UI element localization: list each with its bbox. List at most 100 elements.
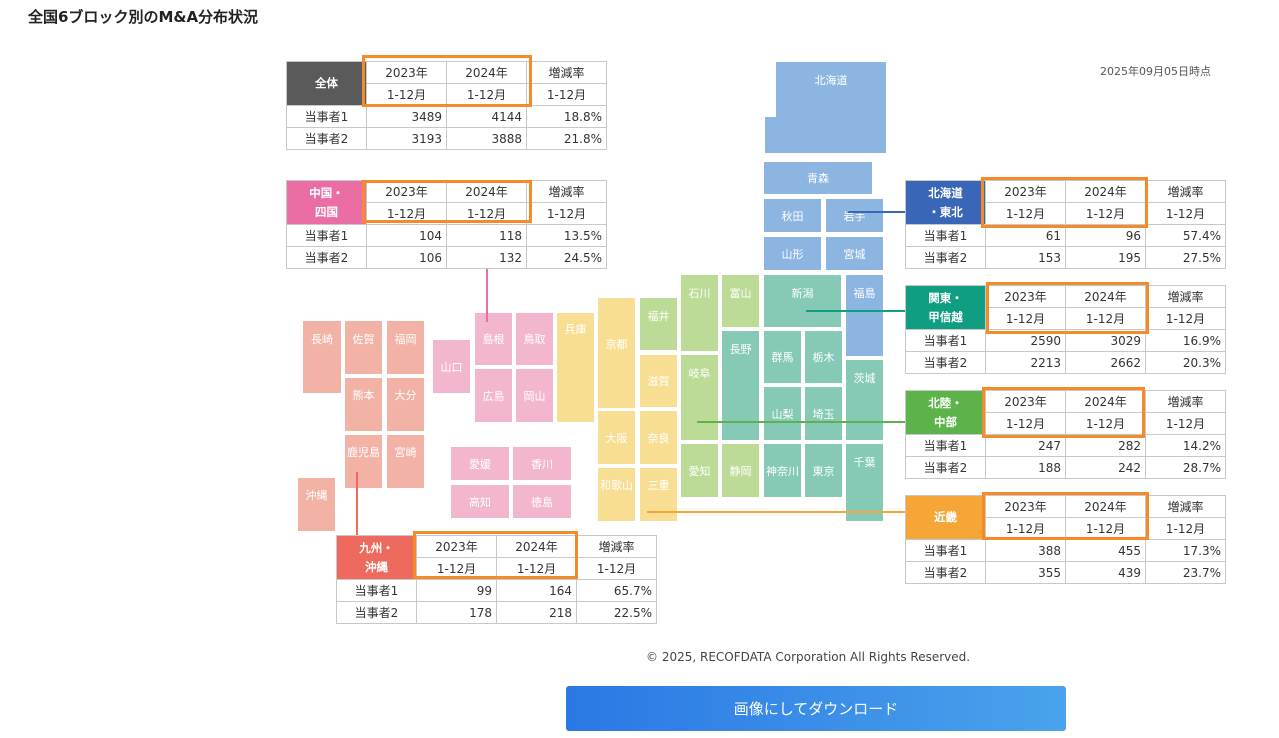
pref-nagano: 長野 xyxy=(722,331,759,440)
cell-value: 455 xyxy=(1065,539,1146,562)
period: 1-12月 xyxy=(985,412,1066,435)
table-hokkaido-tohoku: 北海道 ・東北 2023年 2024年 増減率 1-12月 1-12月 1-12… xyxy=(905,180,1226,269)
cell-rate: 16.9% xyxy=(1145,329,1226,352)
period: 1-12月 xyxy=(526,202,607,225)
cell-value: 153 xyxy=(985,246,1066,269)
row-label-2: 当事者2 xyxy=(286,246,367,269)
pref-mie: 三重 xyxy=(640,468,677,521)
pref-yamaguchi: 山口 xyxy=(433,340,470,393)
pref-ishikawa: 石川 xyxy=(681,275,718,351)
cell-value: 2662 xyxy=(1065,351,1146,374)
year-2023: 2023年 xyxy=(985,495,1066,518)
cell-rate: 22.5% xyxy=(576,601,657,624)
pref-tokushima: 徳島 xyxy=(513,485,571,518)
cell-value: 178 xyxy=(416,601,497,624)
pref-gunma: 群馬 xyxy=(764,331,801,383)
pref-oita: 大分 xyxy=(387,378,424,431)
cell-value: 99 xyxy=(416,579,497,602)
period: 1-12月 xyxy=(416,557,497,580)
pref-iwate: 岩手 xyxy=(826,199,883,232)
row-label-1: 当事者1 xyxy=(286,105,367,128)
period: 1-12月 xyxy=(366,83,447,106)
change-header: 増減率 xyxy=(1145,390,1226,413)
pref-kagawa: 香川 xyxy=(513,447,571,480)
cell-value: 3193 xyxy=(366,127,447,150)
row-label-2: 当事者2 xyxy=(905,456,986,479)
block-label-zentai: 全体 xyxy=(286,61,367,106)
pref-tottori: 鳥取 xyxy=(516,313,553,365)
pref-nagasaki: 長崎 xyxy=(303,321,341,393)
change-header: 増減率 xyxy=(1145,285,1226,308)
year-2024: 2024年 xyxy=(1065,180,1146,203)
pref-yamagata: 山形 xyxy=(764,237,821,270)
connector-kinki xyxy=(647,511,906,513)
change-header: 増減率 xyxy=(1145,495,1226,518)
pref-akita: 秋田 xyxy=(764,199,821,232)
connector-hokkaido xyxy=(848,211,906,213)
pref-aomori: 青森 xyxy=(764,162,872,194)
pref-kyoto: 京都 xyxy=(598,298,635,408)
cell-rate: 27.5% xyxy=(1145,246,1226,269)
highlight-box-zentai xyxy=(362,55,532,107)
pref-shimane: 島根 xyxy=(475,313,512,365)
pref-saitama: 埼玉 xyxy=(805,387,842,440)
row-label-2: 当事者2 xyxy=(286,127,367,150)
pref-shizuoka: 静岡 xyxy=(722,444,759,497)
pref-toyama: 富山 xyxy=(722,275,759,327)
cell-rate: 17.3% xyxy=(1145,539,1226,562)
pref-tokyo: 東京 xyxy=(805,444,842,497)
row-label-1: 当事者1 xyxy=(905,329,986,352)
pref-kochi: 高知 xyxy=(451,485,509,518)
pref-chiba: 千葉 xyxy=(846,444,883,521)
pref-kanagawa: 神奈川 xyxy=(764,444,801,497)
cell-value: 2213 xyxy=(985,351,1066,374)
table-chugoku-shikoku: 中国・ 四国 2023年 2024年 増減率 1-12月 1-12月 1-12月… xyxy=(286,180,607,269)
highlight-box-chugoku xyxy=(362,180,532,223)
connector-chugoku xyxy=(486,268,488,322)
block-label-chubu: 北陸・ 中部 xyxy=(905,390,986,435)
cell-rate: 21.8% xyxy=(526,127,607,150)
pref-miyagi: 宮城 xyxy=(826,237,883,270)
cell-rate: 23.7% xyxy=(1145,561,1226,584)
cell-value: 132 xyxy=(446,246,527,269)
cell-rate: 13.5% xyxy=(526,224,607,247)
change-header: 増減率 xyxy=(576,535,657,558)
row-label-1: 当事者1 xyxy=(286,224,367,247)
table-kyushu-okinawa: 九州・ 沖縄 2023年 2024年 増減率 1-12月 1-12月 1-12月… xyxy=(336,535,657,624)
cell-rate: 18.8% xyxy=(526,105,607,128)
table-zentai: 全体 2023年 2024年 増減率 1-12月 1-12月 1-12月 当事者… xyxy=(286,61,607,150)
period: 1-12月 xyxy=(985,517,1066,540)
row-label-2: 当事者2 xyxy=(905,351,986,374)
table-kanto-koshinetsu: 関東・ 甲信越 2023年 2024年 増減率 1-12月 1-12月 1-12… xyxy=(905,285,1226,374)
cell-value: 247 xyxy=(985,434,1066,457)
pref-kagoshima: 鹿児島 xyxy=(345,435,382,488)
highlight-box-kinki xyxy=(982,492,1149,540)
pref-fukushima: 福島 xyxy=(846,275,883,356)
cell-value: 188 xyxy=(985,456,1066,479)
highlight-box-kanto xyxy=(986,282,1149,334)
period: 1-12月 xyxy=(1145,412,1226,435)
pref-shiga: 滋賀 xyxy=(640,355,677,407)
pref-hiroshima: 広島 xyxy=(475,369,512,422)
pref-fukui: 福井 xyxy=(640,298,677,350)
cell-rate: 24.5% xyxy=(526,246,607,269)
highlight-box-hokkaido xyxy=(981,177,1148,228)
row-label-1: 当事者1 xyxy=(905,539,986,562)
cell-value: 3888 xyxy=(446,127,527,150)
row-label-1: 当事者1 xyxy=(905,434,986,457)
pref-ehime: 愛媛 xyxy=(451,447,509,480)
cell-rate: 28.7% xyxy=(1145,456,1226,479)
pref-fukuoka: 福岡 xyxy=(387,321,424,374)
period: 1-12月 xyxy=(576,557,657,580)
cell-value: 242 xyxy=(1065,456,1146,479)
download-image-button[interactable]: 画像にしてダウンロード xyxy=(566,686,1066,731)
connector-kyushu xyxy=(356,472,358,536)
period: 1-12月 xyxy=(366,202,447,225)
page-title: 全国6ブロック別のM&A分布状況 xyxy=(28,8,259,26)
cell-rate: 57.4% xyxy=(1145,224,1226,247)
block-label-kanto: 関東・ 甲信越 xyxy=(905,285,986,330)
cell-rate: 20.3% xyxy=(1145,351,1226,374)
pref-yamanashi: 山梨 xyxy=(764,387,801,440)
change-header: 増減率 xyxy=(1145,180,1226,203)
highlight-box-chubu xyxy=(982,387,1145,438)
